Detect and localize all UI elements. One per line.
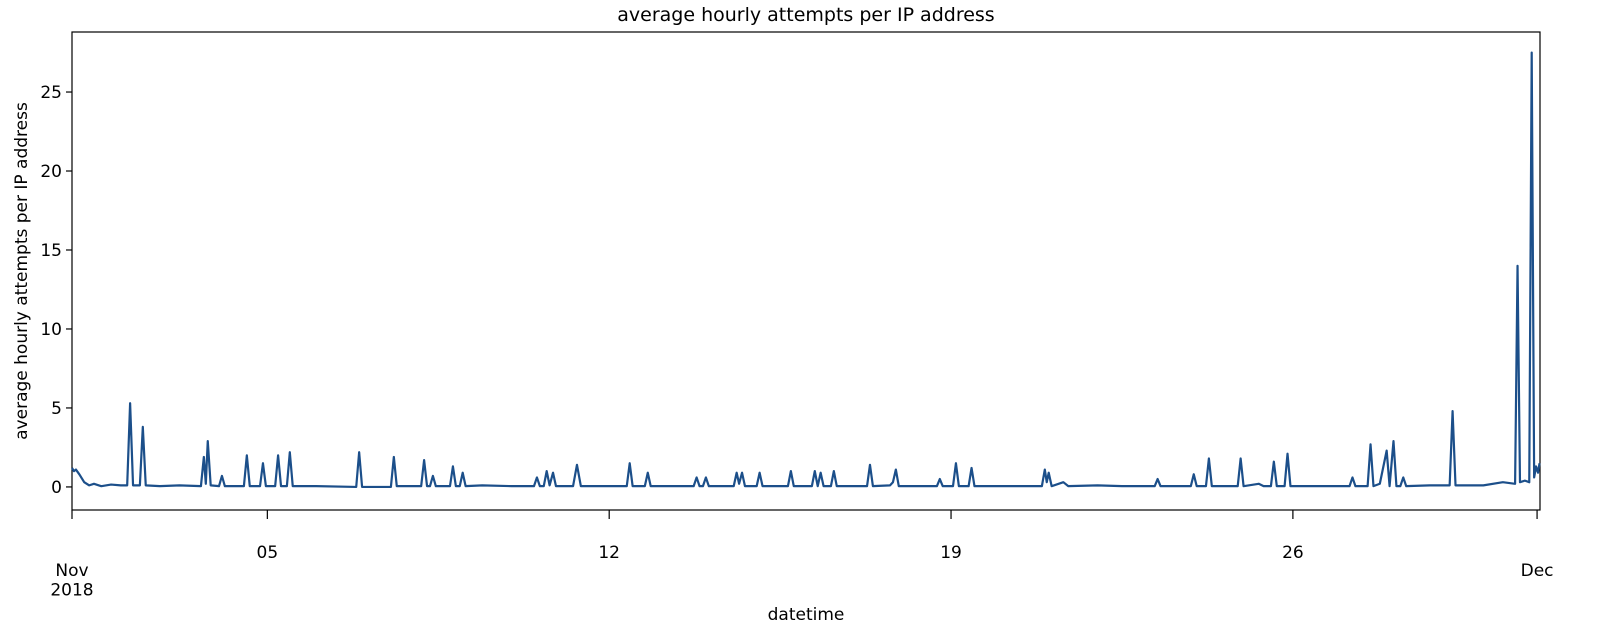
y-tick-label: 5 <box>51 399 62 419</box>
y-tick-label: 10 <box>40 320 62 340</box>
x-tick-label: Nov 2018 <box>50 561 93 601</box>
y-axis-label: average hourly attempts per IP address <box>12 102 32 440</box>
plot-frame <box>71 31 1541 511</box>
y-tick-label: 0 <box>51 478 62 498</box>
y-tick-label: 20 <box>40 162 62 182</box>
y-tick-label: 25 <box>40 83 62 103</box>
x-tick-label: 26 <box>1282 543 1304 563</box>
chart-title: average hourly attempts per IP address <box>617 4 994 26</box>
x-axis-label: datetime <box>768 605 845 625</box>
x-tick-label: 05 <box>257 543 279 563</box>
x-tick-label: 19 <box>940 543 962 563</box>
x-tick-label: 12 <box>598 543 620 563</box>
data-line <box>71 51 1541 489</box>
x-tick-label: Dec <box>1521 561 1554 581</box>
y-tick-label: 15 <box>40 241 62 261</box>
